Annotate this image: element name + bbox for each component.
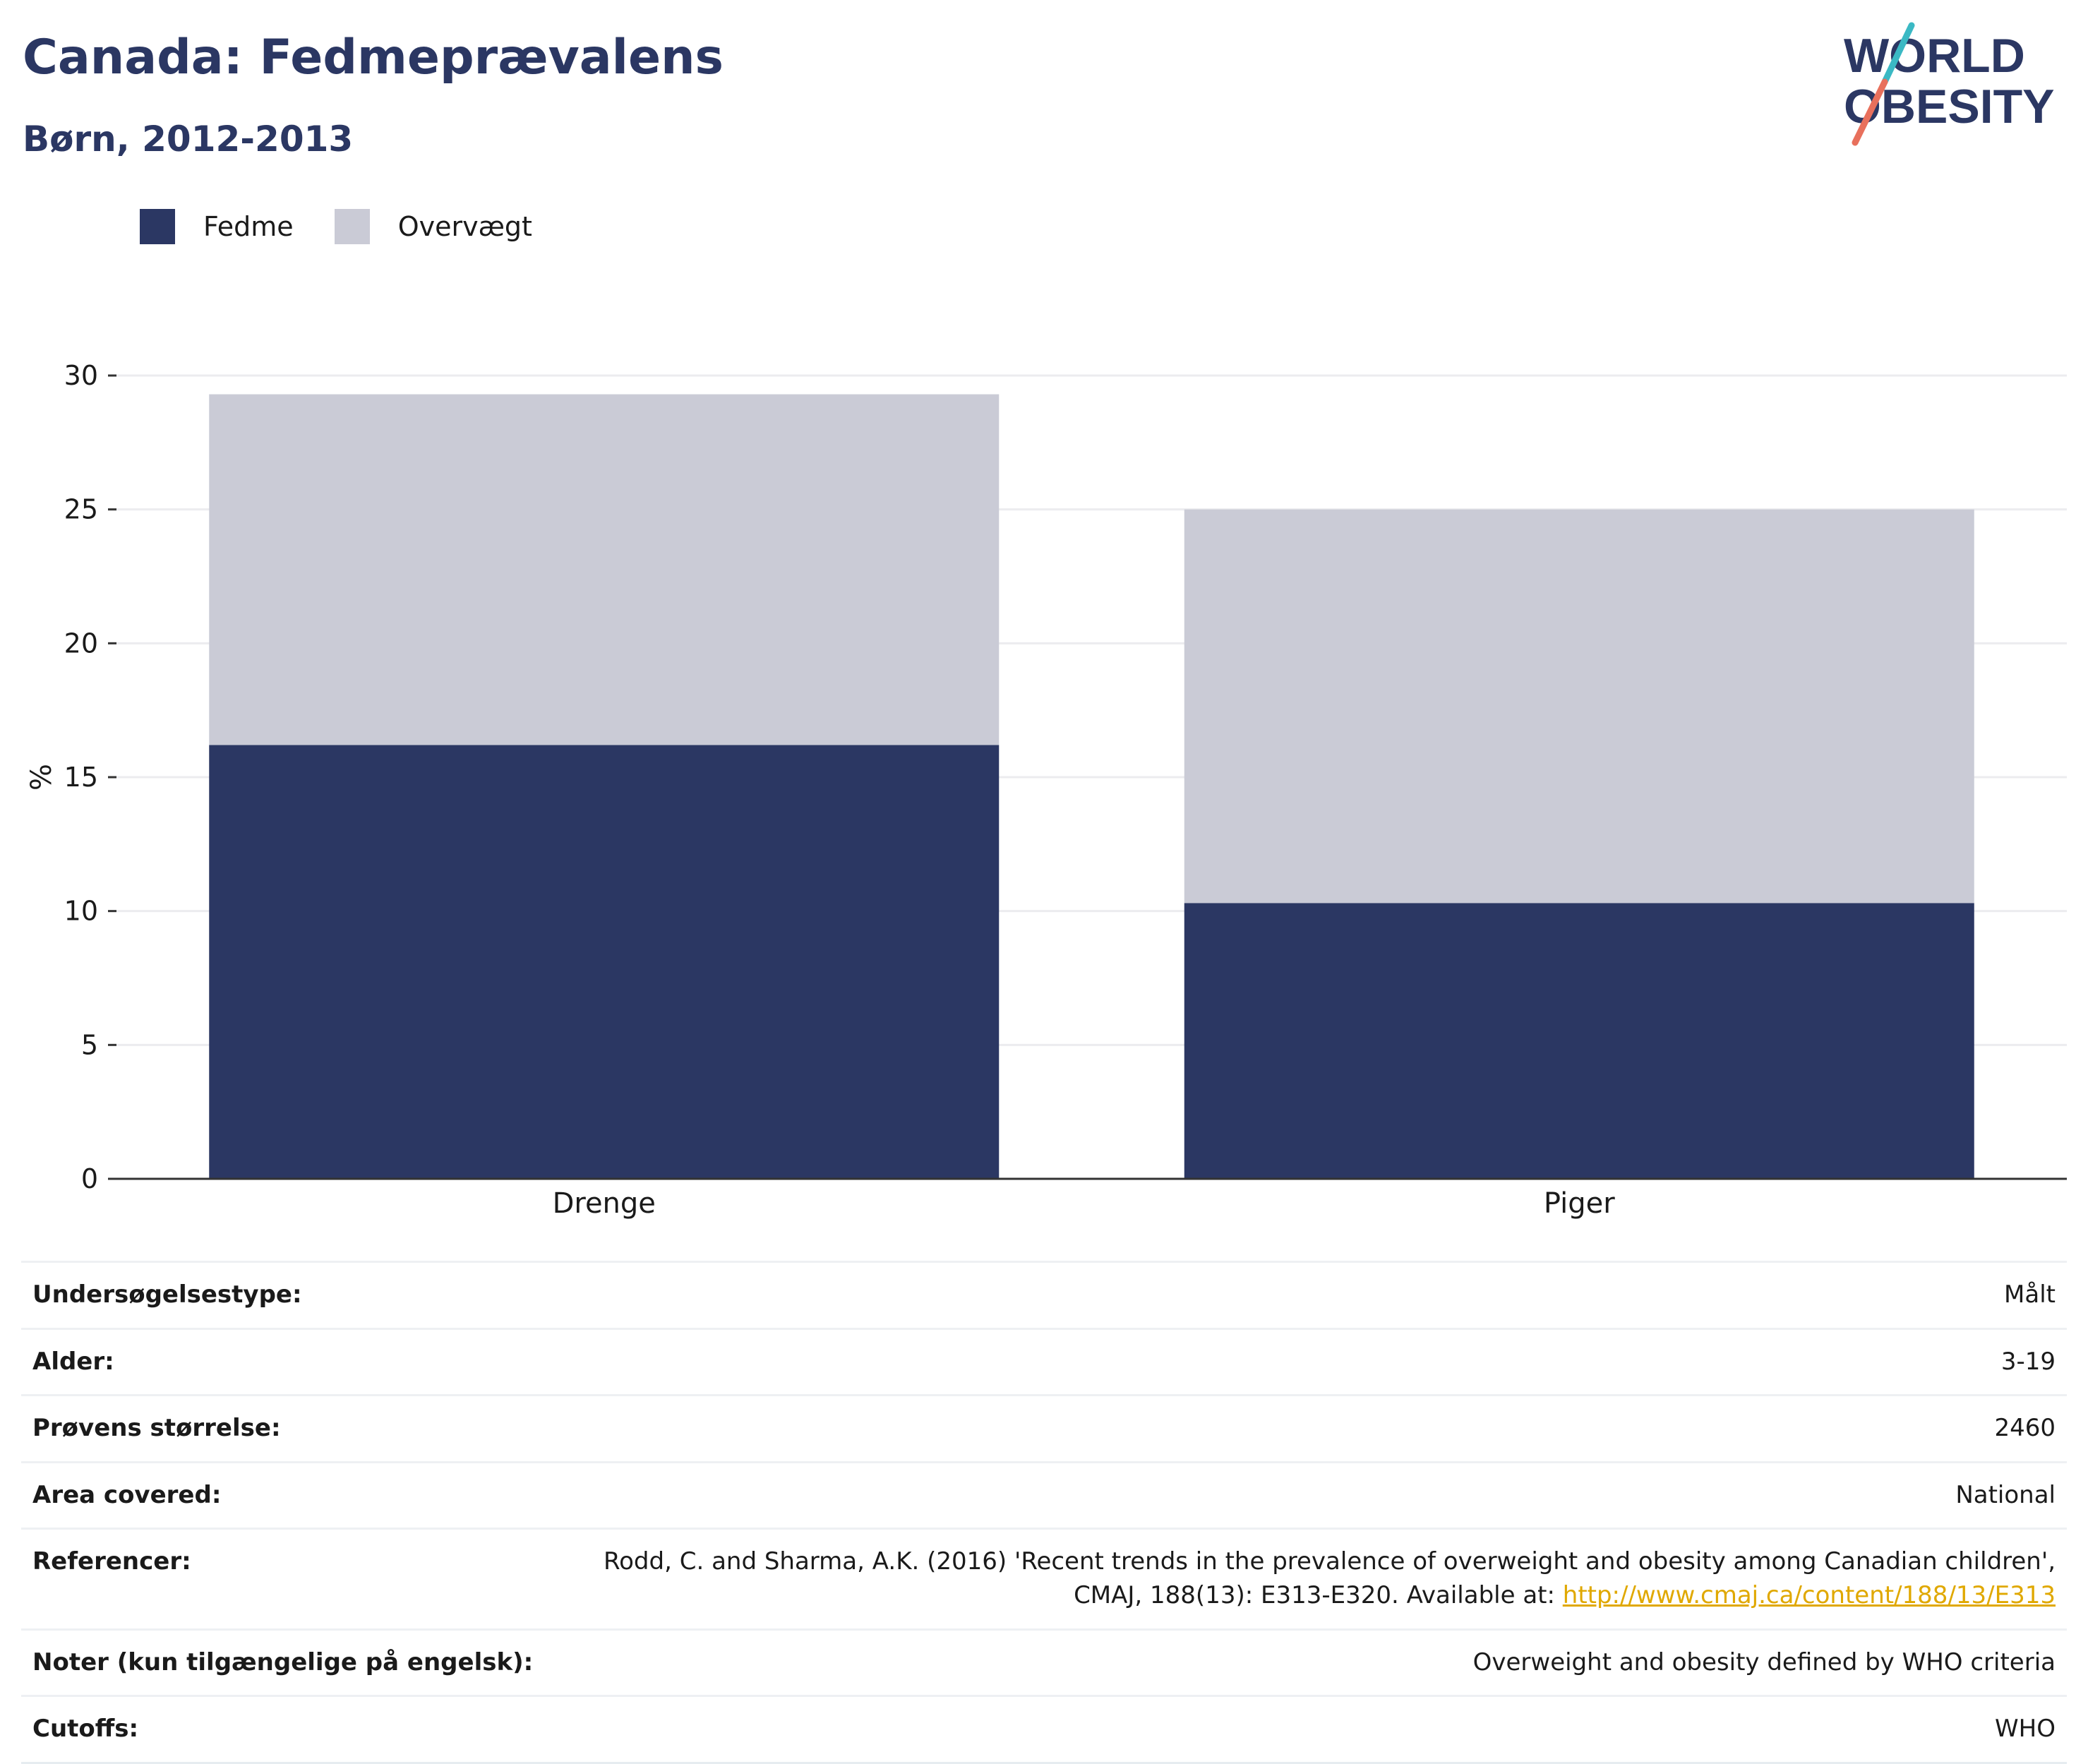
meta-value: WHO <box>1995 1715 2056 1744</box>
meta-key: Referencer: <box>32 1547 191 1576</box>
legend-label: Fedme <box>203 211 294 242</box>
legend-label: Overvægt <box>397 211 532 242</box>
y-tick-label: 20 <box>64 628 98 659</box>
bar-overvægt-piger <box>1184 509 1974 904</box>
meta-key: Alder: <box>32 1347 114 1376</box>
y-tick-label: 15 <box>64 762 98 793</box>
legend-item-overvaegt[interactable]: Overvægt <box>334 209 532 244</box>
reference-text: Rodd, C. and Sharma, A.K. (2016) 'Recent… <box>604 1547 2056 1609</box>
meta-value: Målt <box>2004 1280 2056 1309</box>
legend-swatch-overvaegt <box>334 209 370 244</box>
bar-fedme-piger <box>1184 903 1974 1179</box>
meta-row-area: Area covered: National <box>21 1462 2067 1529</box>
meta-key: Prøvens størrelse: <box>32 1414 281 1443</box>
chart-legend: Fedme Overvægt <box>140 209 573 244</box>
meta-row-survey-type: Undersøgelsestype: Målt <box>21 1261 2067 1329</box>
y-tick-label: 5 <box>81 1029 98 1060</box>
x-tick-label: Piger <box>1544 1187 1615 1220</box>
y-tick-label: 30 <box>64 360 98 391</box>
legend-swatch-fedme <box>140 209 175 244</box>
metadata-table: Undersøgelsestype: Målt Alder: 3-19 Prøv… <box>21 1261 2067 1764</box>
bar-fedme-drenge <box>209 745 1000 1179</box>
meta-key: Noter (kun tilgængelige på engelsk): <box>32 1648 534 1676</box>
meta-key: Undersøgelsestype: <box>32 1280 302 1309</box>
y-tick-label: 0 <box>81 1163 98 1194</box>
meta-row-references: Referencer: Rodd, C. and Sharma, A.K. (2… <box>21 1528 2067 1629</box>
meta-key: Area covered: <box>32 1480 222 1509</box>
page-title: Canada: Fedmeprævalens <box>23 30 724 85</box>
logo-slash-teal <box>1881 22 1915 85</box>
logo-slash-coral <box>1852 78 1888 146</box>
meta-value: National <box>1955 1480 2056 1509</box>
world-obesity-logo: WORLD OBESITY <box>1844 22 2055 146</box>
legend-item-fedme[interactable]: Fedme <box>140 209 294 244</box>
meta-key: Cutoffs: <box>32 1715 139 1744</box>
meta-value: 3-19 <box>2000 1347 2056 1376</box>
meta-row-notes: Noter (kun tilgængelige på engelsk): Ove… <box>21 1629 2067 1696</box>
meta-value: Rodd, C. and Sharma, A.K. (2016) 'Recent… <box>544 1529 2067 1629</box>
x-tick-label: Drenge <box>553 1187 656 1220</box>
page-subtitle: Børn, 2012-2013 <box>23 119 354 160</box>
meta-value: Overweight and obesity defined by WHO cr… <box>1472 1648 2056 1676</box>
reference-link[interactable]: http://www.cmaj.ca/content/188/13/E313 <box>1562 1580 2056 1609</box>
meta-row-sample-size: Prøvens størrelse: 2460 <box>21 1395 2067 1463</box>
y-tick-label: 25 <box>64 494 98 525</box>
y-axis-label: % <box>25 764 58 791</box>
meta-row-age: Alder: 3-19 <box>21 1328 2067 1396</box>
stacked-bar-chart: 0 5 10 15 20 25 30% Drenge Piger <box>25 360 2067 1220</box>
meta-row-cutoffs: Cutoffs: WHO <box>21 1696 2067 1763</box>
meta-value: 2460 <box>1994 1414 2056 1443</box>
y-tick-label: 10 <box>64 896 98 927</box>
logo-line1: WORLD <box>1844 29 2025 83</box>
bar-overvægt-drenge <box>209 394 1000 745</box>
